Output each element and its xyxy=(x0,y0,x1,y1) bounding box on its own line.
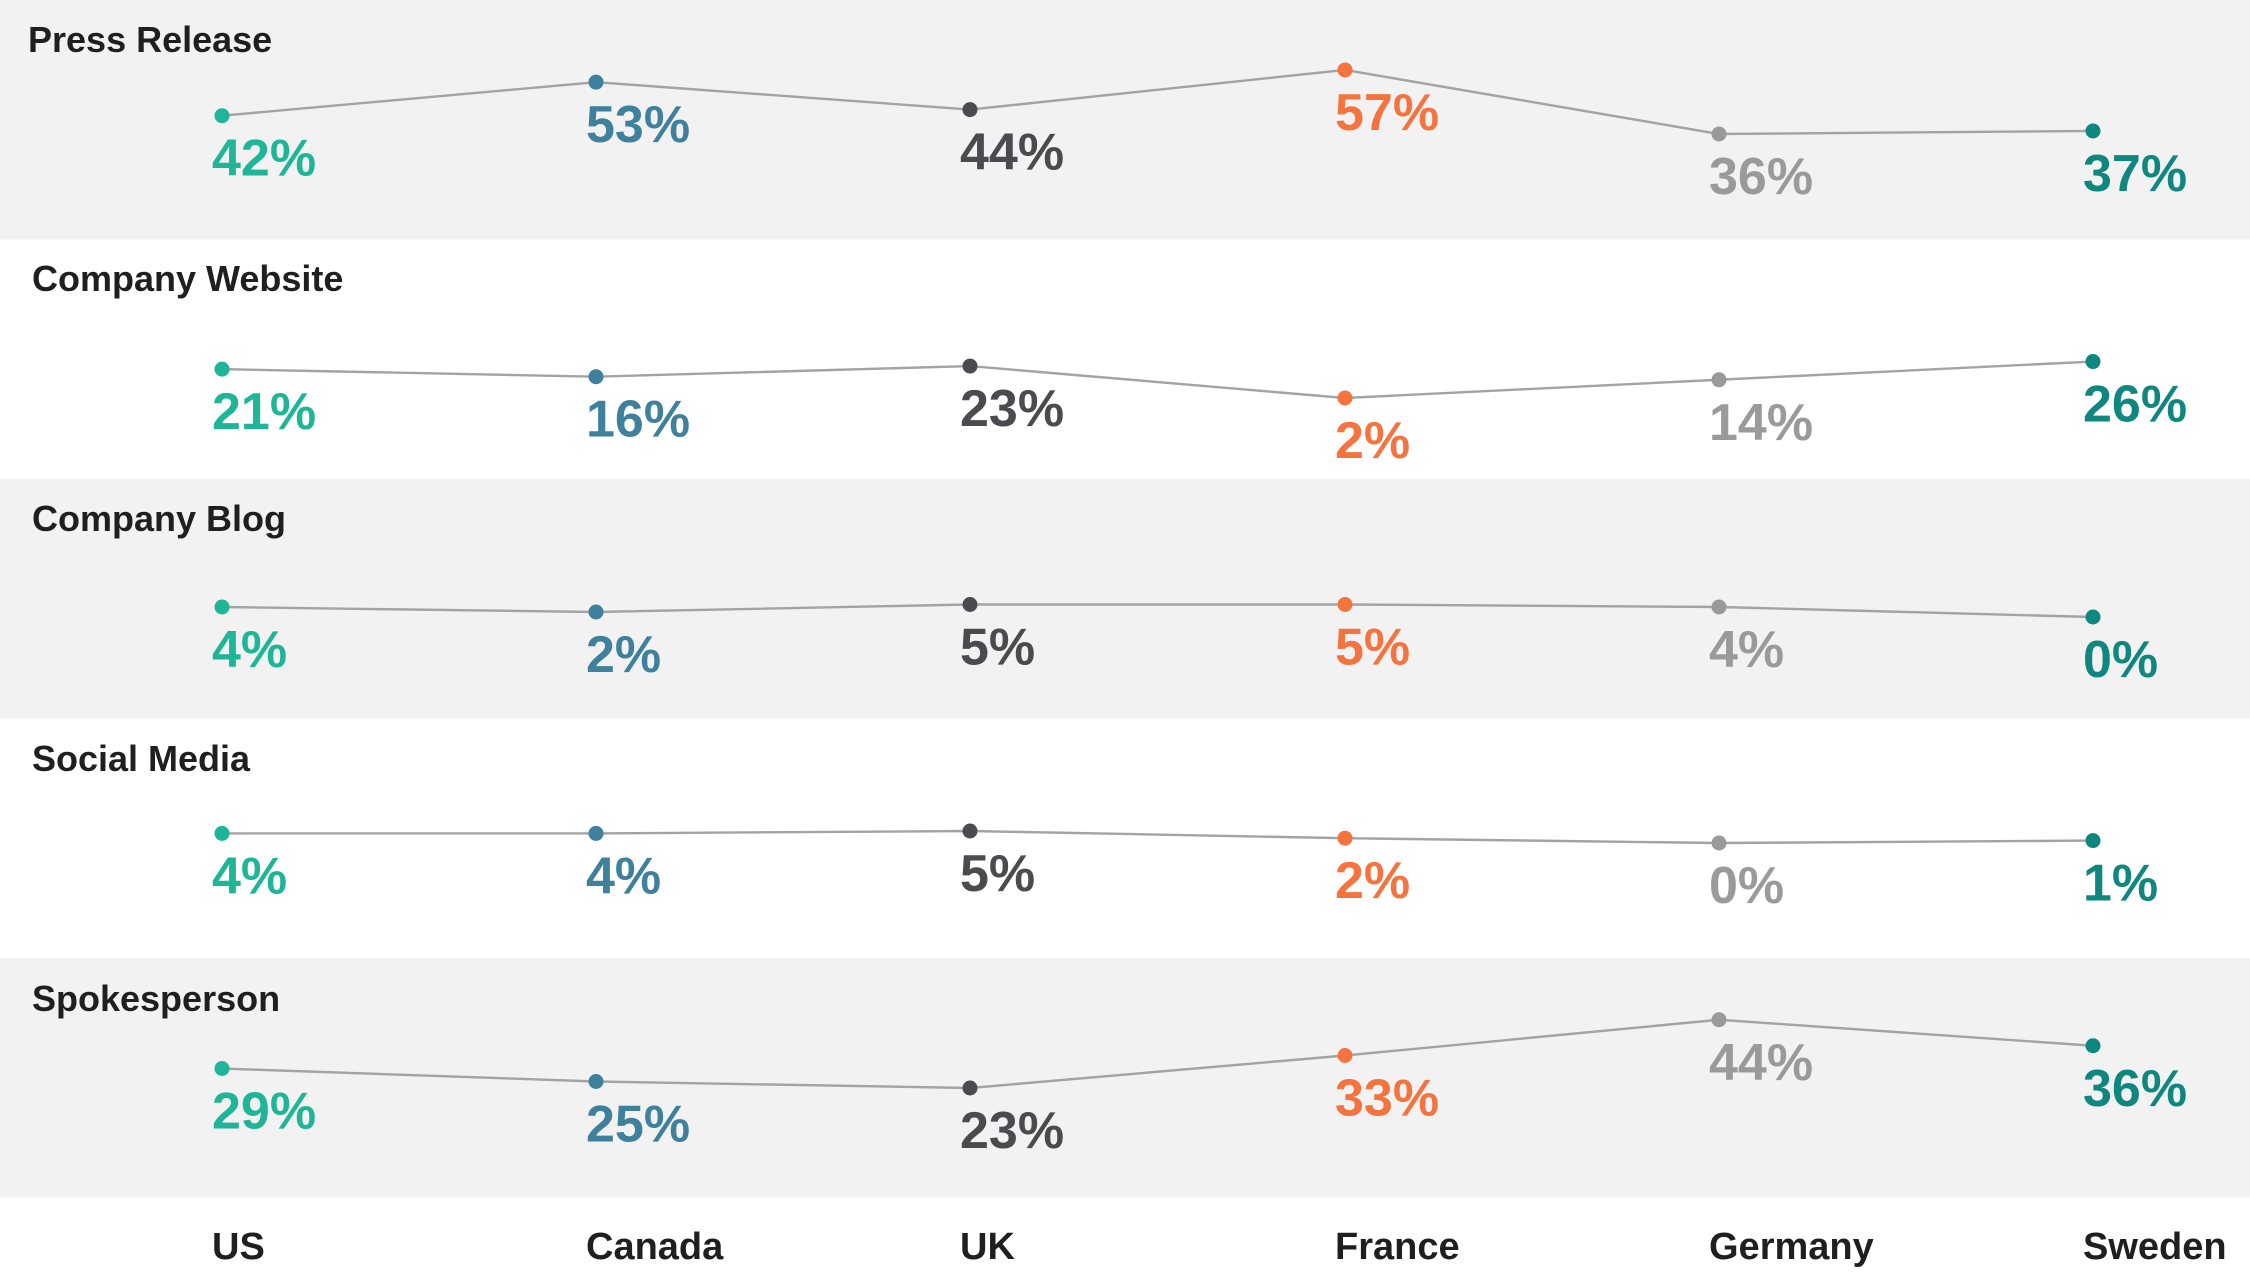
data-point xyxy=(214,599,230,615)
data-point xyxy=(214,1061,230,1076)
data-label: 0% xyxy=(2083,631,2158,689)
data-point xyxy=(2085,354,2101,370)
series-line xyxy=(222,829,2094,845)
series-line xyxy=(221,68,2094,136)
data-label: 2% xyxy=(1335,852,1410,910)
data-label: 44% xyxy=(1709,1034,1813,1092)
data-label: 53% xyxy=(586,96,690,154)
chart-row: Social Media 4% 4% 5% 2% 0% 1% xyxy=(32,738,2158,915)
data-label: 0% xyxy=(1709,857,1784,915)
data-point xyxy=(588,74,604,90)
data-label: 2% xyxy=(1335,412,1410,470)
data-label: 5% xyxy=(960,619,1035,677)
series-line xyxy=(221,360,2094,400)
data-label: 23% xyxy=(960,380,1064,438)
series-line xyxy=(221,603,2094,619)
category-label: US xyxy=(212,1226,265,1268)
data-point xyxy=(962,823,978,839)
data-label: 16% xyxy=(586,391,690,449)
data-point xyxy=(962,1080,978,1096)
row-band xyxy=(0,0,2250,240)
data-label: 1% xyxy=(2083,855,2158,913)
category-label: France xyxy=(1335,1226,1460,1268)
series-title: Press Release xyxy=(28,19,272,60)
series-title: Spokesperson xyxy=(32,978,280,1019)
category-label: Canada xyxy=(586,1226,724,1268)
data-point xyxy=(1711,372,1727,388)
data-label: 37% xyxy=(2083,145,2187,203)
data-label: 4% xyxy=(586,847,661,905)
data-point xyxy=(1337,597,1353,612)
category-label: Sweden xyxy=(2083,1226,2227,1268)
data-point xyxy=(962,597,978,612)
data-point xyxy=(962,102,978,118)
data-point xyxy=(214,108,230,124)
series-title: Social Media xyxy=(32,738,251,779)
data-point xyxy=(1711,599,1727,615)
data-point xyxy=(1337,830,1353,846)
data-point xyxy=(1337,390,1353,406)
data-label: 33% xyxy=(1335,1070,1439,1128)
data-point xyxy=(2085,123,2101,139)
data-label: 36% xyxy=(1709,148,1813,206)
row-band xyxy=(0,479,2250,719)
data-label: 23% xyxy=(960,1102,1064,1160)
data-label: 4% xyxy=(212,621,287,679)
series-title: Company Blog xyxy=(32,498,286,539)
data-point xyxy=(214,825,230,841)
data-label: 42% xyxy=(212,130,316,188)
data-label: 5% xyxy=(1335,619,1410,677)
series-line xyxy=(221,1018,2094,1090)
chart-row: Company Website 21% 16% 23% 2% 14% 26% xyxy=(32,258,2187,470)
data-label: 4% xyxy=(212,847,287,905)
data-label: 57% xyxy=(1335,84,1439,142)
data-point xyxy=(2085,833,2101,849)
data-point xyxy=(588,369,604,385)
chart-rows: Press Release 42% 53% 44% 57% 36% 37% Company W… xyxy=(28,19,2187,1160)
data-label: 2% xyxy=(586,626,661,684)
data-label: 29% xyxy=(212,1083,316,1141)
data-point xyxy=(1711,835,1727,851)
chart-row: Spokesperson 29% 25% 23% 33% 44% 36% xyxy=(32,978,2187,1160)
data-point xyxy=(214,361,230,377)
data-point xyxy=(1711,1012,1727,1028)
data-point xyxy=(962,358,978,374)
data-label: 36% xyxy=(2083,1060,2187,1118)
data-label: 5% xyxy=(960,845,1035,903)
row-bands xyxy=(0,0,2250,1198)
chart-row: Press Release 42% 53% 44% 57% 36% 37% xyxy=(28,19,2187,206)
data-point xyxy=(588,825,604,841)
row-band xyxy=(0,958,2250,1198)
data-label: 21% xyxy=(212,383,316,441)
data-label: 25% xyxy=(586,1096,690,1154)
data-label: 44% xyxy=(960,124,1064,182)
series-title: Company Website xyxy=(32,258,343,299)
data-point xyxy=(2085,1038,2101,1054)
data-label: 4% xyxy=(1709,621,1784,679)
data-label: 14% xyxy=(1709,394,1813,452)
category-label: Germany xyxy=(1709,1226,1874,1268)
data-label: 26% xyxy=(2083,376,2187,434)
data-point xyxy=(1337,62,1353,78)
data-point xyxy=(588,1074,604,1089)
data-point xyxy=(2085,609,2101,625)
data-point xyxy=(1711,126,1727,142)
data-point xyxy=(1337,1048,1353,1063)
category-label: UK xyxy=(960,1226,1015,1268)
category-axis: US Canada UK France Germany Sweden xyxy=(212,1226,2227,1268)
chart-row: Company Blog 4% 2% 5% 5% 4% 0% xyxy=(32,498,2158,689)
data-point xyxy=(588,604,604,620)
